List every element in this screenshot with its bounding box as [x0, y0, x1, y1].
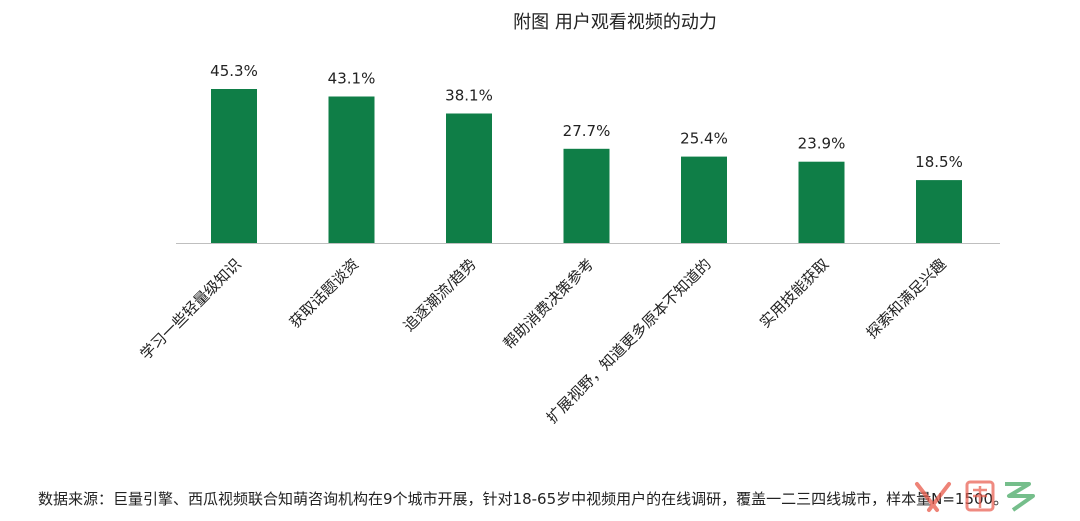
bar	[798, 161, 845, 243]
bar-value-label: 25.4%	[680, 130, 728, 148]
bar	[211, 89, 257, 243]
bar	[681, 156, 727, 243]
bar	[446, 113, 492, 243]
category-labels-group: 学习一些轻量级知识 获取话题谈资 追逐潮流/趋势 帮助消费决策参考扩展视野，知道更多原…	[137, 255, 950, 427]
chart-title: 附图 用户观看视频的动力	[513, 12, 717, 33]
category-label: 帮助消费决策参考	[500, 255, 598, 353]
category-label: 实用技能获取	[756, 255, 832, 331]
source-note: 数据来源：巨量引擎、西瓜视频联合知萌咨询机构在9个城市开展，针对18-65岁中视…	[38, 490, 1009, 508]
bar	[916, 180, 962, 243]
bar	[563, 148, 610, 243]
bar-value-label: 38.1%	[445, 87, 493, 105]
value-labels-group: 45.3% 43.1% 38.1% 27.7% 25.4% 23.9% 18.5%	[210, 62, 963, 171]
bar-value-label: 23.9%	[798, 135, 846, 153]
category-label: 探索和满足兴趣	[863, 255, 950, 342]
bar	[328, 96, 375, 243]
category-label: 追逐潮流/趋势	[400, 255, 480, 335]
bars-group	[211, 89, 962, 243]
bar-value-label: 45.3%	[210, 62, 258, 80]
bar-value-label: 18.5%	[915, 153, 963, 171]
bar-value-label: 43.1%	[328, 70, 376, 88]
bar-value-label: 27.7%	[563, 122, 611, 140]
watermark-logo	[915, 480, 1035, 512]
category-label: 获取话题谈资	[286, 255, 362, 331]
category-label: 学习一些轻量级知识	[137, 255, 245, 363]
